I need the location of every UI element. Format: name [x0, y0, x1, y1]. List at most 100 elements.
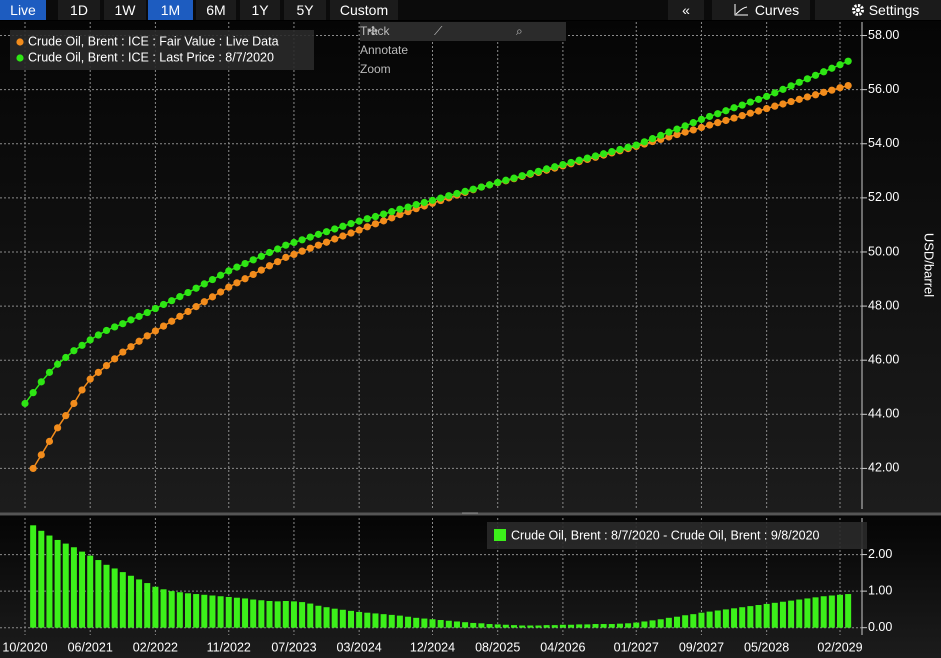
point	[396, 211, 404, 219]
legend-box	[10, 30, 314, 70]
y-tick-label: 56.00	[868, 82, 899, 96]
range-button[interactable]: 1M	[148, 0, 193, 20]
y-tick-label: 0.00	[868, 620, 892, 634]
point	[21, 399, 29, 408]
settings-button[interactable]: Settings	[815, 0, 941, 20]
point	[697, 123, 706, 132]
bar	[502, 624, 509, 628]
point	[477, 183, 485, 191]
point	[298, 236, 306, 244]
bar	[747, 606, 754, 628]
bar	[168, 591, 175, 628]
tool-button[interactable]: Zoom	[360, 62, 391, 76]
bar	[731, 608, 738, 628]
point	[836, 84, 844, 92]
legend-swatch	[494, 529, 506, 541]
bar	[79, 551, 86, 628]
bar	[290, 601, 297, 628]
point	[257, 266, 265, 274]
point	[640, 138, 649, 146]
point	[119, 320, 127, 328]
bar	[641, 621, 648, 628]
point	[363, 215, 371, 223]
x-tick-label: 02/2029	[817, 640, 862, 654]
bar	[796, 599, 803, 628]
tool-icon: ✣	[368, 24, 379, 38]
point	[714, 110, 722, 118]
legend-label: Crude Oil, Brent : 8/7/2020 - Crude Oil,…	[511, 528, 820, 542]
bar	[136, 579, 143, 628]
point	[494, 178, 502, 187]
point	[241, 275, 249, 283]
bar	[722, 609, 729, 628]
point	[94, 368, 102, 376]
x-tick-label: 06/2021	[68, 640, 113, 654]
bar	[763, 603, 770, 628]
tool-icon: ⟋	[434, 24, 443, 38]
point	[722, 107, 730, 115]
point	[624, 143, 632, 151]
range-button[interactable]: Live	[0, 0, 46, 20]
point	[233, 279, 241, 287]
bar	[127, 575, 134, 628]
bar	[315, 605, 322, 628]
range-button[interactable]: 5Y	[284, 0, 326, 20]
point	[388, 208, 396, 216]
point	[689, 126, 697, 134]
point	[697, 115, 706, 123]
bar	[152, 586, 159, 628]
y-tick-label: 50.00	[868, 244, 899, 258]
point	[559, 160, 567, 169]
tool-button[interactable]: Track	[360, 24, 390, 38]
point	[314, 241, 322, 249]
point	[290, 238, 298, 247]
point	[706, 121, 714, 129]
point	[127, 316, 135, 324]
bar	[714, 610, 721, 628]
bar	[250, 599, 257, 628]
y-tick-label: 1.00	[868, 583, 892, 597]
x-tick-label: 09/2027	[679, 640, 724, 654]
bar	[788, 600, 795, 628]
point	[151, 327, 159, 335]
point	[657, 131, 665, 139]
bar	[62, 543, 69, 628]
tool-button[interactable]: Annotate	[360, 43, 409, 57]
point	[355, 226, 363, 234]
point	[779, 85, 787, 93]
bar	[242, 598, 249, 628]
bar	[388, 614, 395, 628]
curves-button[interactable]: Curves	[712, 0, 810, 20]
legend-swatch	[16, 38, 24, 46]
point	[722, 116, 730, 125]
bar	[845, 594, 852, 628]
point	[200, 280, 208, 288]
point	[86, 375, 94, 383]
point	[249, 270, 257, 279]
range-button[interactable]: 1Y	[240, 0, 280, 20]
point	[241, 260, 249, 268]
point	[600, 150, 608, 158]
point	[29, 389, 37, 397]
collapse-button[interactable]: «	[668, 0, 704, 20]
bar	[616, 623, 623, 628]
bar	[421, 618, 428, 628]
point	[746, 98, 754, 106]
point	[420, 198, 428, 207]
point	[45, 368, 54, 376]
legend-label: Crude Oil, Brent : ICE : Last Price : 8/…	[28, 50, 274, 64]
point	[371, 212, 380, 221]
bar	[348, 610, 354, 628]
range-button[interactable]: 1W	[104, 0, 146, 20]
x-tick-label: 10/2020	[2, 640, 47, 654]
range-button[interactable]: 1D	[58, 0, 100, 20]
bar	[380, 614, 387, 628]
point	[192, 284, 200, 292]
point	[380, 217, 388, 225]
range-button[interactable]: 6M	[196, 0, 236, 20]
bar	[119, 572, 126, 628]
y-tick-label: 54.00	[868, 136, 899, 150]
bar	[584, 624, 591, 628]
range-button[interactable]: Custom	[330, 0, 398, 20]
point	[567, 158, 575, 167]
